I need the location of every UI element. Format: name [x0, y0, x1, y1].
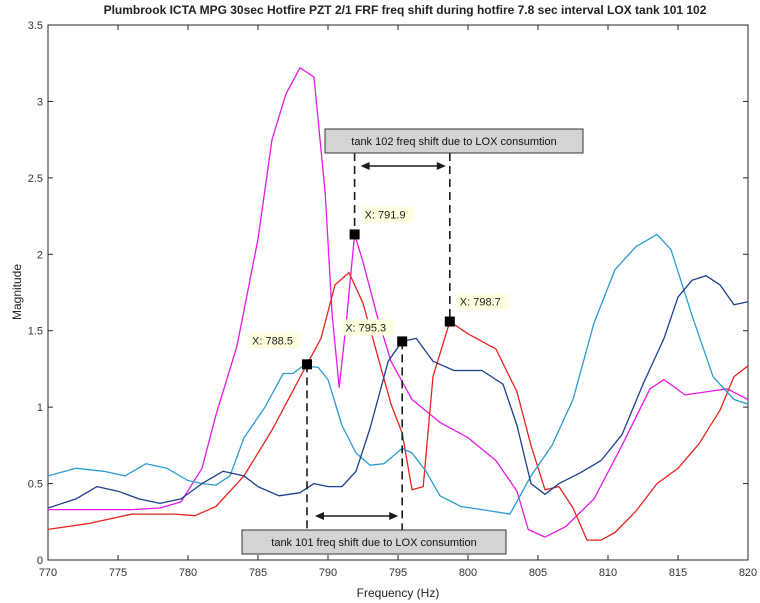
y-tick-label: 3.5	[28, 20, 43, 32]
datatip-label: X: 795.3	[345, 322, 386, 334]
x-tick-label: 785	[249, 567, 267, 579]
x-tick-label: 805	[529, 567, 547, 579]
marker-layer: X: 788.5 X: 791.9 X: 795.3 X: 798.7	[249, 206, 509, 370]
datatip-label: X: 791.9	[365, 209, 406, 221]
datatip-label: X: 788.5	[252, 335, 293, 347]
datatip: X: 798.7	[456, 293, 509, 310]
datatip: X: 788.5	[249, 332, 301, 349]
x-axis-label: Frequency (Hz)	[357, 586, 440, 600]
datatip-marker	[444, 316, 455, 327]
y-tick-label: 0	[37, 555, 43, 567]
annotation-box-tank-101-text: tank 101 freq shift due to LOX consumtio…	[271, 537, 476, 549]
arrow-tank-101	[315, 512, 399, 520]
x-tick-label: 815	[669, 567, 687, 579]
annotation-box-tank-101: tank 101 freq shift due to LOX consumtio…	[241, 529, 507, 555]
x-tick-label: 800	[459, 567, 477, 579]
x-tick-label: 790	[319, 567, 337, 579]
datatip-marker	[302, 359, 312, 370]
datatip-marker	[349, 229, 360, 240]
annotation-box-tank-102-text: tank 102 freq shift due to LOX consumtio…	[351, 136, 556, 148]
x-tick-label: 780	[179, 567, 197, 579]
plot-area	[47, 24, 749, 561]
x-tick-label: 770	[39, 567, 57, 579]
y-tick-label: 3	[37, 96, 43, 108]
x-tick-label: 810	[599, 567, 617, 579]
x-tick-label: 795	[389, 567, 407, 579]
x-axis-ticks: 770 775 780 785 790 795 800 805 810 815 820	[39, 25, 757, 579]
series-line-3	[48, 233, 748, 515]
x-tick-label: 820	[739, 567, 757, 579]
series-layer	[48, 67, 748, 541]
y-tick-label: 1	[37, 402, 43, 414]
y-tick-label: 2	[37, 249, 43, 261]
y-tick-label: 1.5	[28, 326, 43, 338]
datatip: X: 791.9	[361, 206, 414, 223]
series-line-4	[48, 275, 748, 509]
datatip-marker	[397, 336, 408, 347]
datatip-label: X: 798.7	[460, 297, 501, 309]
y-tick-label: 2.5	[28, 173, 43, 185]
datatip: X: 795.3	[342, 319, 395, 336]
annotation-box-tank-102: tank 102 freq shift due to LOX consumtio…	[324, 128, 584, 154]
x-tick-label: 775	[109, 567, 127, 579]
y-axis-ticks: 0 0.5 1 1.5 2 2.5 3 3.5	[28, 20, 748, 567]
annotation-layer: tank 102 freq shift due to LOX consumtio…	[241, 128, 584, 555]
series-line-1	[48, 67, 748, 538]
y-axis-label: Magnitude	[10, 264, 24, 320]
chart-title: Plumbrook ICTA MPG 30sec Hotfire PZT 2/1…	[104, 3, 707, 17]
y-tick-label: 0.5	[28, 479, 43, 491]
arrow-tank-102	[360, 162, 446, 170]
